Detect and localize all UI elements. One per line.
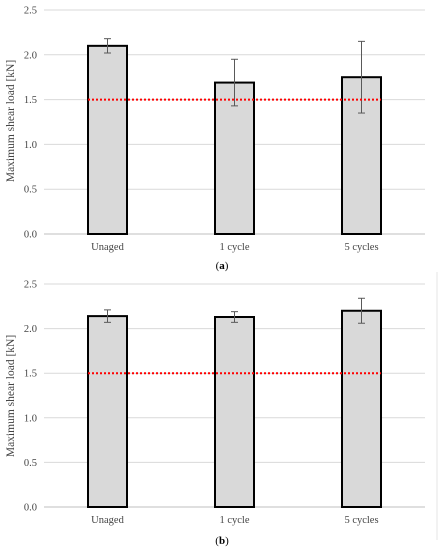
chart-a-error-bar bbox=[358, 40, 365, 114]
chart-b-ytick: 2.0 bbox=[24, 324, 37, 335]
chart-b-panel-label: (b) bbox=[215, 535, 229, 547]
chart-a-ytick: 2.0 bbox=[24, 50, 37, 61]
chart-b-error-bar bbox=[231, 311, 238, 323]
chart-a-ylabel: Maximum shear load [kN] bbox=[5, 60, 17, 182]
chart-a-ytick: 1.5 bbox=[24, 95, 37, 106]
chart-a-ytick: 1.0 bbox=[24, 140, 37, 151]
chart-a-xticks: Unaged 1 cycle 5 cycles bbox=[91, 242, 378, 253]
chart-a-ytick: 0.5 bbox=[24, 185, 37, 196]
chart-a-bar bbox=[87, 44, 128, 236]
chart-a-yticks: 0.0 0.5 1.0 1.5 2.0 2.5 bbox=[24, 6, 37, 241]
chart-a-error-bar bbox=[104, 38, 111, 54]
chart-b-panel-letter: b bbox=[219, 535, 225, 547]
chart-b-bar bbox=[87, 315, 128, 508]
chart-b-error-bar bbox=[104, 309, 111, 323]
chart-a-panel-label: (a) bbox=[216, 260, 229, 272]
chart-b-ytick: 2.5 bbox=[24, 280, 37, 291]
chart-a-error-bar bbox=[231, 58, 238, 107]
chart-a-bars bbox=[87, 38, 382, 236]
chart-b-xtick: 1 cycle bbox=[219, 515, 249, 526]
chart-b-xtick: 5 cycles bbox=[344, 515, 378, 526]
chart-b-xticks: Unaged 1 cycle 5 cycles bbox=[91, 515, 378, 526]
chart-a-xtick: 1 cycle bbox=[219, 242, 249, 253]
chart-a-ytick: 0.0 bbox=[24, 230, 37, 241]
chart-b-error-bar bbox=[358, 297, 365, 324]
chart-b-bars bbox=[87, 297, 382, 509]
chart-b-ytick: 0.5 bbox=[24, 458, 37, 469]
chart-b: Maximum shear load [kN] 0.0 0.5 1.0 1.5 … bbox=[5, 280, 425, 547]
chart-a: Maximum shear load [kN] 0.0 0.5 1.0 1.5 … bbox=[5, 6, 425, 272]
chart-b-ytick: 1.0 bbox=[24, 413, 37, 424]
chart-b-yticks: 0.0 0.5 1.0 1.5 2.0 2.5 bbox=[24, 280, 37, 514]
chart-a-panel-letter: a bbox=[219, 260, 225, 272]
chart-b-bar bbox=[214, 316, 255, 508]
chart-b-bar bbox=[341, 309, 382, 509]
chart-b-ytick: 1.5 bbox=[24, 369, 37, 380]
chart-a-xtick: 5 cycles bbox=[344, 242, 378, 253]
chart-b-ylabel: Maximum shear load [kN] bbox=[5, 335, 17, 457]
chart-a-xtick: Unaged bbox=[91, 242, 124, 253]
chart-a-ytick: 2.5 bbox=[24, 6, 37, 17]
chart-b-xtick: Unaged bbox=[91, 515, 124, 526]
chart-b-ytick: 0.0 bbox=[24, 503, 37, 514]
